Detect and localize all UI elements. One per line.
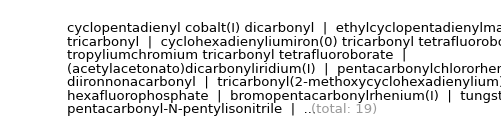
Text: hexafluorophosphate  |  bromopentacarbonylrhenium(I)  |  tungsten(0): hexafluorophosphate | bromopentacarbonyl… (67, 90, 501, 103)
Text: pentacarbonyl-N-pentylisonitrile  |  ...: pentacarbonyl-N-pentylisonitrile | ... (67, 103, 319, 116)
Text: tricarbonyl  |  cyclohexadienyliumiron(0) tricarbonyl tetrafluoroborate  |: tricarbonyl | cyclohexadienyliumiron(0) … (67, 36, 501, 49)
Text: (total: 19): (total: 19) (310, 103, 376, 116)
Text: diironnonacarbonyl  |  tricarbonyl(2-methoxycyclohexadienylium)iron: diironnonacarbonyl | tricarbonyl(2-metho… (67, 76, 501, 89)
Text: cyclopentadienyl cobalt(I) dicarbonyl  |  ethylcyclopentadienylmanganese(I): cyclopentadienyl cobalt(I) dicarbonyl | … (67, 22, 501, 35)
Text: (acetylacetonato)dicarbonyliridium(I)  |  pentacarbonylchlororhenium(I)  |: (acetylacetonato)dicarbonyliridium(I) | … (67, 63, 501, 76)
Text: tropyliumchromium tricarbonyl tetrafluoroborate  |: tropyliumchromium tricarbonyl tetrafluor… (67, 49, 405, 62)
